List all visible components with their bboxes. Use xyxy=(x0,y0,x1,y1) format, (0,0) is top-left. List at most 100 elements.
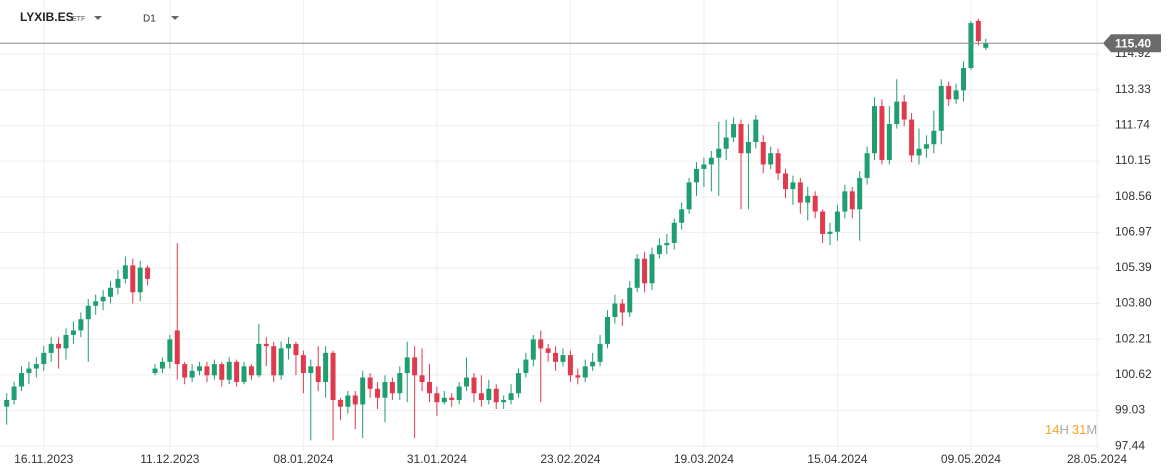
candle-body xyxy=(909,119,915,156)
candle-body xyxy=(738,124,744,154)
candle-body xyxy=(805,195,811,203)
candle-body xyxy=(48,343,54,353)
candle-body xyxy=(167,339,173,362)
candle-body xyxy=(693,168,699,183)
candle-body xyxy=(768,153,774,165)
candle-body xyxy=(812,195,818,212)
y-tick-label: 113.33 xyxy=(1115,82,1151,96)
candle-body xyxy=(493,388,499,403)
candle-body xyxy=(775,153,781,174)
candle-body xyxy=(271,346,277,376)
candle-body xyxy=(70,330,76,335)
candle-body xyxy=(197,366,203,371)
candle-body xyxy=(226,361,232,380)
candle-body xyxy=(471,377,477,394)
candle-body xyxy=(530,339,536,360)
candle-body xyxy=(953,90,959,100)
candle-body xyxy=(33,364,39,369)
candles xyxy=(4,18,989,441)
symbol[interactable]: LYXIB.ES xyxy=(20,10,74,24)
candle-body xyxy=(382,382,388,398)
candle-body xyxy=(367,377,373,389)
asset-class: ETF xyxy=(72,16,85,23)
x-tick-label: 16.11.2023 xyxy=(14,452,73,466)
candle-body xyxy=(4,399,10,407)
candle-body xyxy=(308,366,314,374)
last-price-label: 115.40 xyxy=(1115,36,1151,50)
candle-body xyxy=(345,395,351,407)
candle-body xyxy=(189,370,195,378)
candle-body xyxy=(849,191,855,210)
countdown-minutes-unit: M xyxy=(1086,422,1097,437)
candle-body xyxy=(152,368,158,374)
candle-body xyxy=(278,348,284,376)
y-tick-label: 110.15 xyxy=(1115,153,1151,167)
candle-body xyxy=(857,177,863,210)
grid xyxy=(0,0,1100,450)
timeframe-selector[interactable]: D1 xyxy=(143,14,179,25)
dropdown-arrow[interactable] xyxy=(94,16,102,20)
candle-body xyxy=(375,388,381,398)
x-tick-label: 23.02.2024 xyxy=(540,452,600,466)
last-price-tag xyxy=(1103,34,1161,53)
y-tick-label: 105.39 xyxy=(1115,260,1152,274)
candle-body xyxy=(211,364,217,376)
candle-body xyxy=(78,319,84,331)
candle-body xyxy=(122,265,128,279)
candle-body xyxy=(330,352,336,400)
candle-body xyxy=(961,67,967,91)
candle-body xyxy=(219,364,225,380)
candle-body xyxy=(63,334,69,349)
candle-body xyxy=(701,164,707,169)
y-tick-label: 100.62 xyxy=(1115,367,1152,381)
candle-body xyxy=(293,343,299,356)
candle-body xyxy=(478,393,484,400)
candle-body xyxy=(100,296,106,302)
candle-body xyxy=(337,399,343,407)
candle-body xyxy=(723,137,729,149)
candle-body xyxy=(352,395,358,405)
candle-body xyxy=(731,124,737,138)
header[interactable]: LYXIB.ES ETF xyxy=(20,10,102,24)
x-tick-label: 09.05.2024 xyxy=(941,452,1001,466)
candle-body xyxy=(389,382,395,394)
candle-body xyxy=(553,352,559,362)
candle-body xyxy=(256,343,262,376)
candle-body xyxy=(248,366,254,376)
candle-body xyxy=(360,377,366,405)
candle-body xyxy=(434,393,440,403)
candle-body xyxy=(130,265,136,293)
candle-body xyxy=(671,222,677,243)
candle-body xyxy=(886,124,892,160)
candle-body xyxy=(41,352,47,365)
candle-body xyxy=(263,343,269,347)
candle-body xyxy=(716,148,722,158)
candle-body xyxy=(515,373,521,394)
candle-body xyxy=(820,211,826,234)
y-tick-label: 111.74 xyxy=(1115,118,1150,132)
candle-body xyxy=(790,182,796,190)
candle-body xyxy=(597,343,603,362)
candle-body xyxy=(604,316,610,344)
candle-body xyxy=(234,361,240,383)
candle-body xyxy=(642,258,648,284)
y-tick-label: 108.56 xyxy=(1115,189,1152,203)
candle-body xyxy=(426,382,432,394)
timeframe[interactable]: D1 xyxy=(143,14,156,25)
candle-body xyxy=(315,366,321,383)
candle-body xyxy=(879,106,885,160)
candle-body xyxy=(931,130,937,145)
x-tick-label: 28.05.2024 xyxy=(1067,452,1127,466)
dropdown-arrow[interactable] xyxy=(171,16,179,20)
candle-body xyxy=(538,339,544,349)
candle-body xyxy=(419,375,425,383)
candle-body xyxy=(745,141,751,154)
candle-body xyxy=(679,209,685,223)
candle-body xyxy=(300,355,306,374)
candle-body xyxy=(842,191,848,212)
candle-body xyxy=(204,366,210,376)
candle-body xyxy=(174,330,180,365)
candle-body xyxy=(241,366,247,383)
